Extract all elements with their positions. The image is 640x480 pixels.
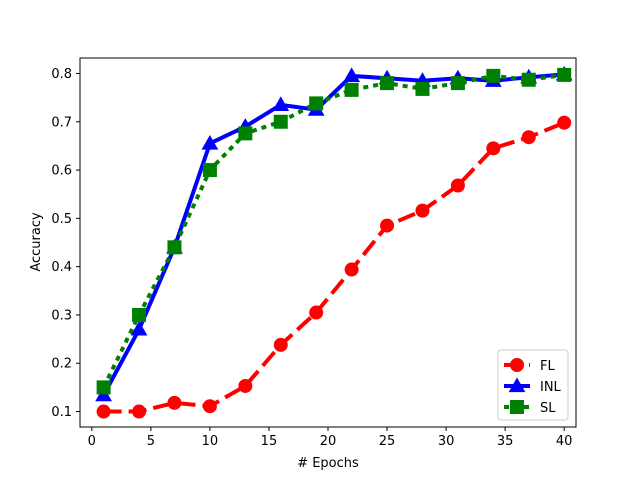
y-tick-label: 0.1 — [51, 405, 72, 420]
legend: FL INL SL — [497, 349, 569, 421]
series-sl-point — [450, 76, 465, 91]
series-inl-point — [201, 134, 219, 150]
x-tick-label: 15 — [261, 434, 278, 449]
x-tick-label: 30 — [438, 434, 455, 449]
series-fl-point — [167, 395, 182, 410]
series-sl-point — [344, 82, 359, 97]
y-tick-label: 0.6 — [51, 164, 72, 179]
legend-label-sl: SL — [540, 401, 556, 416]
y-tick-label: 0.8 — [51, 67, 72, 82]
series-sl-point — [415, 81, 430, 96]
series-fl-point — [344, 262, 359, 277]
series-fl-point — [238, 378, 253, 393]
series-sl-point — [238, 126, 253, 141]
series-fl-point — [202, 399, 217, 414]
series-sl-point — [273, 114, 288, 129]
y-axis-label: Accuracy — [29, 212, 44, 272]
y-tick-label: 0.5 — [51, 212, 72, 227]
y-axis-ticks: 0.1 0.2 0.3 0.4 0.5 0.6 0.7 0.8 — [51, 67, 80, 420]
series-sl-point — [167, 240, 182, 255]
series-fl-point — [450, 178, 465, 193]
x-tick-label: 5 — [147, 434, 155, 449]
series-fl-point — [96, 404, 111, 419]
series-sl-point — [557, 67, 572, 82]
series-fl-point — [415, 203, 430, 218]
x-tick-label: 35 — [497, 434, 514, 449]
series-sl-point — [309, 96, 324, 111]
y-tick-label: 0.4 — [51, 260, 72, 275]
x-tick-label: 20 — [320, 434, 337, 449]
y-tick-label: 0.3 — [51, 308, 72, 323]
x-axis-ticks: 0 5 10 15 20 25 30 35 40 — [88, 427, 573, 449]
legend-marker-fl — [510, 358, 524, 372]
x-tick-label: 10 — [202, 434, 219, 449]
legend-label-inl: INL — [540, 380, 562, 395]
legend-marker-sl — [510, 400, 524, 414]
legend-marker-inl — [508, 377, 526, 393]
legend-label-fl: FL — [540, 359, 555, 374]
x-tick-label: 40 — [556, 434, 573, 449]
y-tick-label: 0.2 — [51, 357, 72, 372]
series-fl-point — [309, 305, 324, 320]
series-sl-point — [202, 163, 217, 178]
series-sl-point — [132, 307, 147, 322]
series-inl-point — [343, 67, 360, 82]
series-sl-point — [521, 72, 536, 87]
y-tick-label: 0.7 — [51, 115, 72, 130]
x-tick-label: 25 — [379, 434, 396, 449]
series-sl — [96, 67, 572, 395]
series-inl-point — [130, 320, 148, 336]
x-tick-label: 0 — [88, 434, 96, 449]
series-fl-point — [273, 337, 288, 352]
series-sl-point — [486, 68, 501, 83]
series-sl-point — [96, 380, 111, 395]
series-sl-line — [101, 72, 565, 389]
x-axis-label: # Epochs — [297, 456, 359, 471]
series-fl-point — [557, 115, 572, 130]
series-fl-point — [521, 130, 536, 145]
series-inl-point — [272, 96, 290, 111]
series-fl-point — [486, 141, 501, 156]
series-fl — [96, 115, 572, 419]
series-sl-point — [380, 76, 395, 91]
series-layer — [95, 65, 573, 419]
series-fl-point — [380, 218, 395, 233]
series-fl-point — [132, 404, 147, 419]
plot-area — [79, 57, 577, 428]
